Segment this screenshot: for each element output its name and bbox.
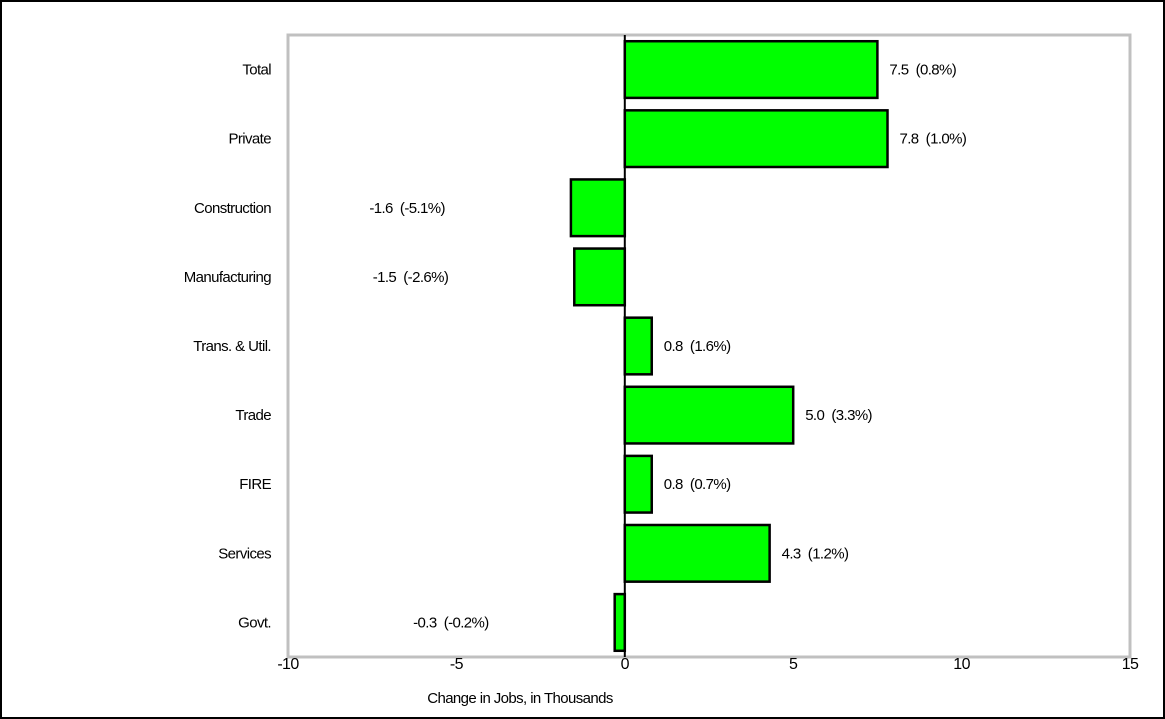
x-axis-title: Change in Jobs, in Thousands <box>427 690 613 707</box>
bar <box>573 247 627 307</box>
data-label: -1.6 (-5.1%) <box>369 200 445 217</box>
category-label: Services <box>218 545 271 562</box>
bar <box>623 39 879 100</box>
category-label: Govt. <box>238 614 271 631</box>
data-label: -1.5 (-2.6%) <box>373 269 449 286</box>
bar <box>613 592 627 653</box>
bar <box>623 385 795 445</box>
bars-group <box>569 39 889 653</box>
data-labels: 7.5 (0.8%) 7.8 (1.0%) -1.6 (-5.1%) -1.5 (-2… <box>369 62 967 632</box>
x-tick-labels: -10 -5 0 5 10 15 <box>277 656 1139 673</box>
category-label: Trans. & Util. <box>193 338 271 355</box>
bar <box>569 178 627 238</box>
data-label: 5.0 (3.3%) <box>805 407 872 424</box>
x-tick-label: 0 <box>621 656 630 673</box>
data-label: -0.3 (-0.2%) <box>413 614 489 631</box>
bar <box>623 454 653 514</box>
x-tick-label: 15 <box>1122 656 1139 673</box>
category-label: Private <box>229 131 272 148</box>
category-label: Manufacturing <box>184 269 272 286</box>
x-tick-label: 5 <box>789 656 798 673</box>
category-label: Construction <box>194 200 271 217</box>
x-tick-label: 10 <box>953 656 970 673</box>
category-label: FIRE <box>239 476 271 493</box>
x-tick-label: -5 <box>450 656 464 673</box>
data-label: 0.8 (0.7%) <box>664 476 731 493</box>
x-tick-label: -10 <box>277 656 299 673</box>
bar <box>623 316 653 376</box>
bar <box>623 109 889 169</box>
data-label: 0.8 (1.6%) <box>664 338 731 355</box>
bar <box>623 523 771 583</box>
category-label: Total <box>242 62 271 79</box>
category-labels: Total Private Construction Manufacturing Tra… <box>184 62 272 632</box>
data-label: 7.5 (0.8%) <box>889 62 956 79</box>
category-label: Trade <box>235 407 271 424</box>
data-label: 7.8 (1.0%) <box>900 131 967 148</box>
data-label: 4.3 (1.2%) <box>782 545 849 562</box>
